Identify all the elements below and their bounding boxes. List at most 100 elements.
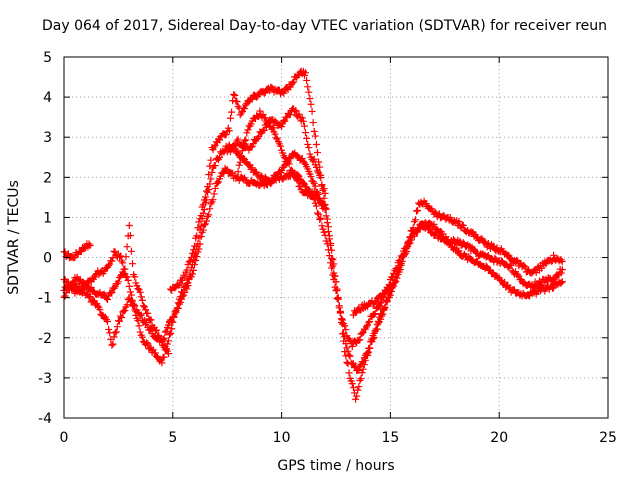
data-point <box>151 349 159 357</box>
data-point <box>405 238 413 246</box>
data-point <box>300 159 308 167</box>
data-point <box>316 215 324 223</box>
data-point <box>550 251 558 259</box>
data-point <box>557 279 565 287</box>
series-track-5 <box>223 105 329 197</box>
data-point <box>333 285 341 293</box>
data-point <box>168 325 176 333</box>
data-point <box>343 344 351 352</box>
data-point <box>234 148 242 156</box>
data-point <box>308 107 316 115</box>
data-point <box>366 318 374 326</box>
data-point <box>302 69 310 77</box>
data-point <box>161 342 169 350</box>
data-point <box>430 220 438 228</box>
data-point <box>360 361 368 369</box>
x-tick-label: 10 <box>273 430 291 446</box>
data-point <box>125 282 133 290</box>
data-point <box>119 259 127 267</box>
data-point <box>305 88 313 96</box>
data-point <box>332 287 340 295</box>
data-point <box>321 231 329 239</box>
data-point <box>374 317 382 325</box>
data-point <box>200 196 208 204</box>
series-track-6 <box>234 107 329 213</box>
data-point <box>272 134 280 142</box>
data-point <box>203 187 211 195</box>
data-point <box>296 182 304 190</box>
data-point <box>356 336 364 344</box>
data-point <box>328 254 336 262</box>
data-point <box>318 181 326 189</box>
data-point <box>357 375 365 383</box>
data-point <box>292 107 300 115</box>
data-point <box>341 348 349 356</box>
y-tick-label: -2 <box>38 331 52 347</box>
data-point <box>288 167 296 175</box>
data-point <box>126 231 134 239</box>
data-point <box>307 172 315 180</box>
series-track-7 <box>349 281 394 319</box>
data-point <box>501 278 509 286</box>
data-point <box>131 273 139 281</box>
data-point <box>311 132 319 140</box>
data-point <box>114 278 122 286</box>
data-point <box>120 269 128 277</box>
data-point <box>238 147 246 155</box>
data-point <box>108 257 116 265</box>
data-point <box>200 221 208 229</box>
y-tick-label: 1 <box>43 210 52 226</box>
data-point <box>205 211 213 219</box>
data-point <box>225 127 233 135</box>
data-point <box>209 196 217 204</box>
data-point <box>342 352 350 360</box>
data-point <box>123 243 131 251</box>
data-point <box>550 284 558 292</box>
data-point <box>300 122 308 130</box>
data-point <box>459 239 467 247</box>
data-point <box>558 258 566 266</box>
data-point <box>105 325 113 333</box>
data-point <box>340 337 348 345</box>
data-point <box>446 239 454 247</box>
data-point <box>123 273 131 281</box>
x-axis-label: GPS time / hours <box>277 458 394 474</box>
data-point <box>61 292 69 300</box>
data-point <box>345 335 353 343</box>
x-tick-label: 25 <box>599 430 617 446</box>
data-point <box>281 117 289 125</box>
data-point <box>304 83 312 91</box>
data-point <box>118 314 126 322</box>
data-point <box>184 282 192 290</box>
data-point <box>334 294 342 302</box>
data-point <box>339 330 347 338</box>
data-point <box>207 175 215 183</box>
data-point <box>558 266 566 274</box>
y-tick-label: -3 <box>38 371 52 387</box>
data-point <box>135 322 143 330</box>
data-point <box>344 360 352 368</box>
x-tick-label: 15 <box>381 430 399 446</box>
data-point <box>231 92 239 100</box>
data-point <box>204 183 212 191</box>
data-point <box>355 336 363 344</box>
data-point <box>269 124 277 132</box>
data-point <box>312 202 320 210</box>
data-point <box>86 293 94 301</box>
data-point <box>345 351 353 359</box>
data-point <box>226 114 234 122</box>
data-point <box>241 137 249 145</box>
data-point <box>281 154 289 162</box>
data-point <box>136 312 144 320</box>
data-point <box>482 262 490 270</box>
data-point <box>121 265 129 273</box>
data-point <box>181 273 189 281</box>
plot-frame <box>63 56 609 419</box>
data-point <box>265 118 273 126</box>
data-point <box>104 295 112 303</box>
data-point <box>408 227 416 235</box>
data-point <box>331 272 339 280</box>
data-point <box>288 79 296 87</box>
data-point <box>299 179 307 187</box>
data-point <box>160 353 168 361</box>
